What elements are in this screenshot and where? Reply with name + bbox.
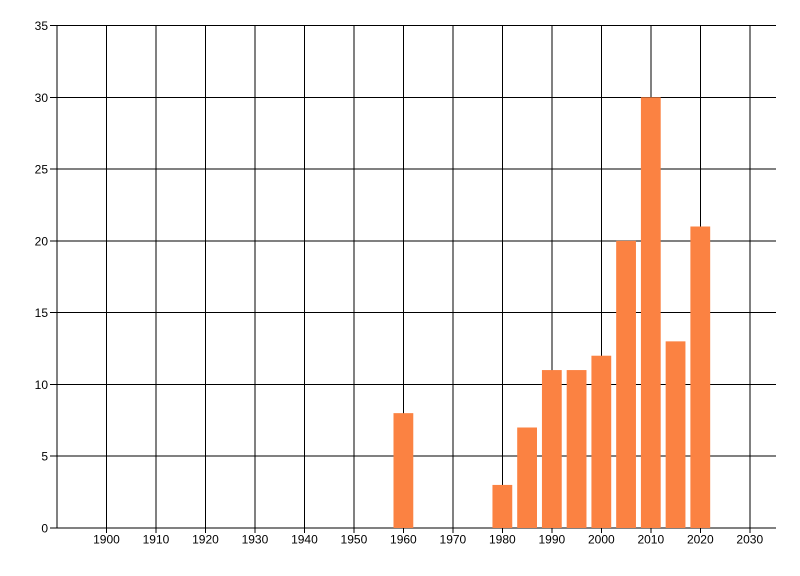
x-tick-label: 1960: [390, 533, 417, 547]
bar: [517, 427, 537, 528]
x-tick-label: 2030: [736, 533, 763, 547]
x-tick-label: 1980: [489, 533, 516, 547]
y-tick-label: 5: [41, 450, 48, 464]
bar: [690, 226, 711, 528]
y-tick-label: 10: [35, 378, 49, 392]
bar: [640, 97, 661, 529]
bar: [616, 240, 636, 528]
x-tick-label: 1970: [440, 533, 467, 547]
x-tick-label: 2010: [637, 533, 664, 547]
bar: [591, 355, 612, 528]
y-tick-label: 0: [41, 522, 48, 536]
x-tick-label: 1920: [192, 533, 219, 547]
x-tick-label: 2000: [588, 533, 615, 547]
y-tick-label: 35: [35, 19, 49, 33]
bar: [566, 370, 587, 528]
x-tick-label: 1910: [143, 533, 170, 547]
x-tick-label: 1940: [291, 533, 318, 547]
x-tick-label: 2020: [687, 533, 714, 547]
bar: [492, 484, 513, 528]
x-tick-label: 1990: [538, 533, 565, 547]
x-tick-label: 1930: [242, 533, 269, 547]
x-tick-label: 1950: [341, 533, 368, 547]
y-tick-label: 15: [35, 306, 49, 320]
y-tick-labels: 0 5 10 15 20 25 30 35: [35, 19, 49, 536]
bar: [665, 341, 686, 528]
y-tick-label: 30: [35, 91, 49, 105]
x-tick-labels: 1900 1910 1920 1930 1940 1950 1960 1970 1980 1990…: [93, 533, 763, 547]
bars: [393, 97, 711, 529]
bar: [393, 413, 414, 528]
bar: [541, 370, 562, 528]
y-tick-label: 25: [35, 163, 49, 177]
y-tick-label: 20: [35, 234, 49, 248]
x-tick-label: 1900: [93, 533, 120, 547]
